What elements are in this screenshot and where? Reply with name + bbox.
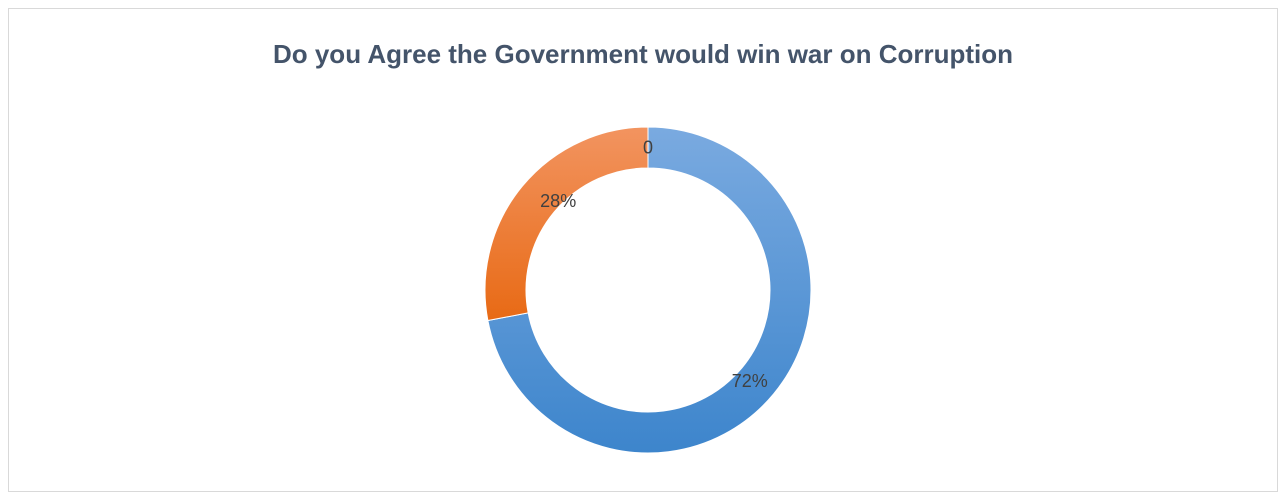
data-label-1: 28% <box>540 191 576 211</box>
data-label-2: 0 <box>643 138 653 158</box>
chart-title: Do you Agree the Government would win wa… <box>272 39 1014 69</box>
slice-1 <box>484 126 649 322</box>
chart-area: Do you Agree the Government would win wa… <box>8 8 1278 492</box>
slice-0 <box>487 126 812 454</box>
data-label-0: 72% <box>732 371 768 391</box>
